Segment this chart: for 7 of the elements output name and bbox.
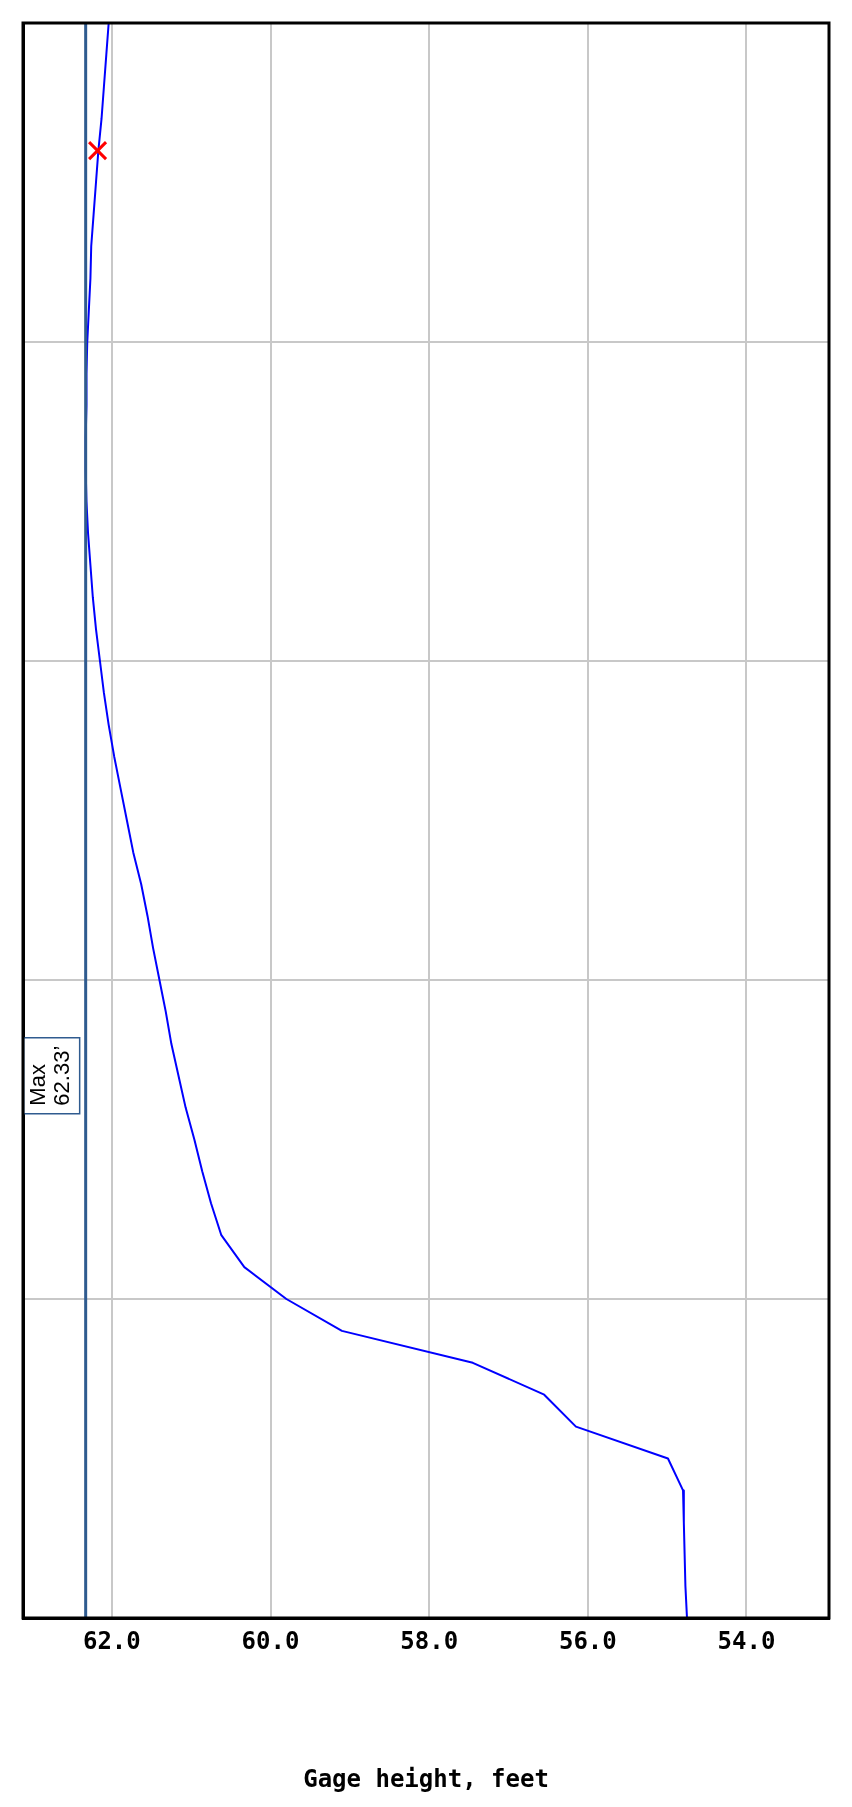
x-tick-label: 60.0 bbox=[241, 1626, 300, 1655]
x-tick-label: 56.0 bbox=[558, 1626, 617, 1655]
x-axis-title: Gage height, feet bbox=[303, 1764, 549, 1793]
x-tick-label: 58.0 bbox=[400, 1626, 459, 1655]
ref-line-label: Max 62.33’ bbox=[24, 1045, 74, 1106]
x-tick-label: 62.0 bbox=[82, 1626, 141, 1655]
x-tick-label: 54.0 bbox=[717, 1626, 776, 1655]
